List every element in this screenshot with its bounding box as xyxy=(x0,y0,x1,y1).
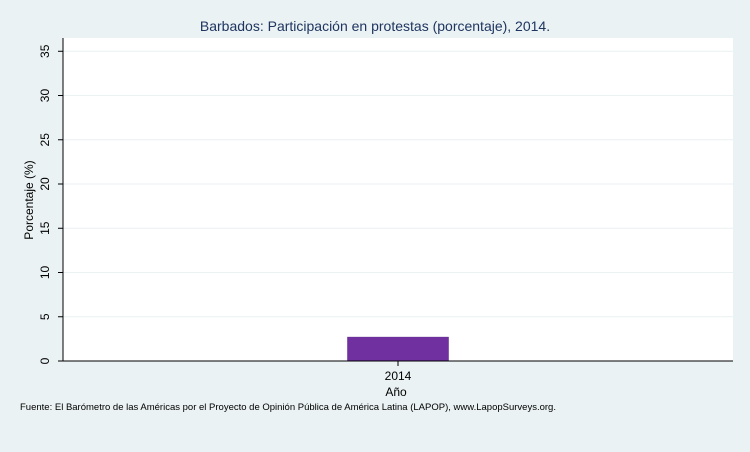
y-tick-label-25: 25 xyxy=(38,133,52,147)
source-note: Fuente: El Barómetro de las Américas por… xyxy=(20,402,556,413)
y-tick-label-30: 30 xyxy=(38,89,52,103)
x-axis-label: Año xyxy=(385,385,407,399)
y-tick-label-20: 20 xyxy=(38,177,52,191)
y-tick-label-15: 15 xyxy=(38,221,52,235)
gridlines xyxy=(63,50,733,318)
y-ticks: 0 5 10 15 20 25 30 35 xyxy=(38,44,63,364)
y-axis-label: Porcentaje (%) xyxy=(22,160,36,239)
y-tick-label-0: 0 xyxy=(38,357,52,364)
y-tick-label-35: 35 xyxy=(38,44,52,58)
y-tick-label-10: 10 xyxy=(38,266,52,280)
x-ticks: 2014 xyxy=(385,361,412,383)
bars xyxy=(347,336,449,362)
y-tick-label-5: 5 xyxy=(38,313,52,320)
x-tick-label-2014: 2014 xyxy=(385,369,412,383)
bar-2014 xyxy=(347,336,449,362)
plot-area xyxy=(63,38,733,361)
chart-title: Barbados: Participación en protestas (po… xyxy=(200,18,550,34)
